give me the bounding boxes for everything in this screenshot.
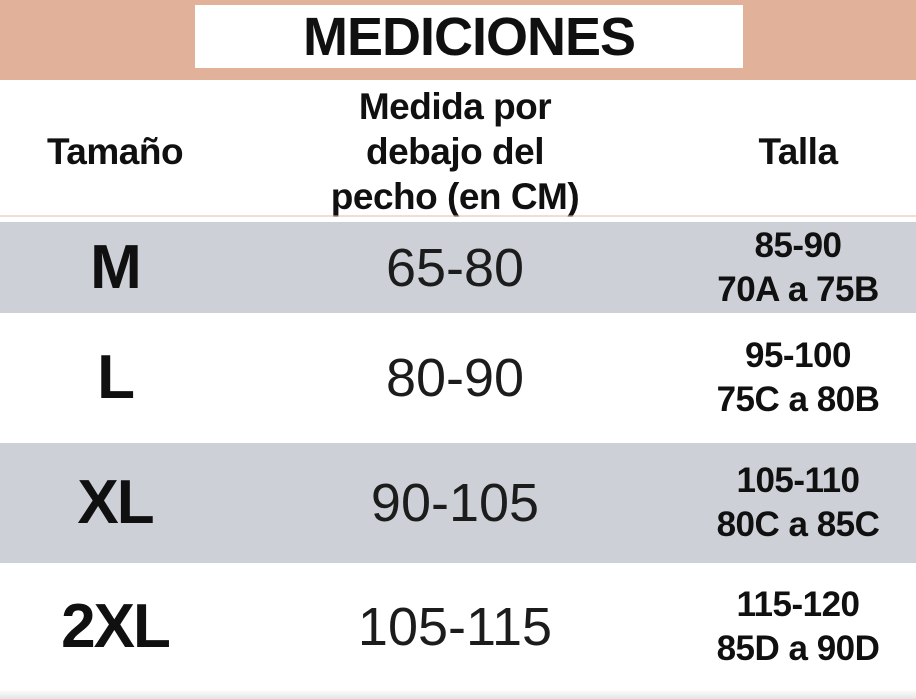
- underbust-cell: 80-90: [385, 348, 525, 408]
- talla-cups: 85D a 90D: [716, 628, 880, 668]
- banner: MEDICIONES: [0, 0, 916, 80]
- header-medida-line1: Medida por: [358, 85, 552, 127]
- talla-cups: 75C a 80B: [716, 380, 880, 419]
- header-cell-medida: Medida por debajo del pecho (en CM): [230, 84, 680, 219]
- talla-cell: 95-100 75C a 80B: [680, 334, 916, 422]
- table-row-m: M 65-80 85-90 70A a 75B: [0, 222, 916, 313]
- size-cell: L: [97, 343, 135, 412]
- underbust-cell: 105-115: [357, 596, 553, 657]
- talla-range: 105-110: [736, 461, 860, 500]
- table-row-l: L 80-90 95-100 75C a 80B: [0, 313, 916, 443]
- table-row-2xl: 2XL 105-115 115-120 85D a 90D: [0, 563, 916, 690]
- page-title: MEDICIONES: [302, 6, 636, 67]
- header-separator-line: [0, 215, 916, 217]
- size-cell: 2XL: [61, 591, 171, 661]
- title-box: MEDICIONES: [195, 5, 743, 68]
- bottom-strip: [0, 690, 916, 699]
- header-cell-tamano: Tamaño: [46, 130, 184, 172]
- header-cell-talla: Talla: [758, 130, 838, 172]
- size-cell: XL: [77, 468, 154, 537]
- talla-range: 85-90: [754, 225, 842, 265]
- size-cell: M: [90, 232, 142, 302]
- table-header-row: Tamaño Medida por debajo del pecho (en C…: [0, 80, 916, 222]
- talla-cups: 70A a 75B: [717, 269, 879, 309]
- talla-cell: 85-90 70A a 75B: [680, 224, 916, 312]
- talla-cell: 115-120 85D a 90D: [680, 583, 916, 671]
- header-medida-line2: debajo del: [366, 130, 544, 172]
- size-table: Tamaño Medida por debajo del pecho (en C…: [0, 80, 916, 690]
- table-row-xl: XL 90-105 105-110 80C a 85C: [0, 443, 916, 563]
- talla-range: 95-100: [745, 336, 851, 375]
- underbust-cell: 90-105: [370, 473, 540, 533]
- underbust-cell: 65-80: [385, 237, 525, 298]
- talla-cups: 80C a 85C: [716, 505, 880, 544]
- talla-cell: 105-110 80C a 85C: [680, 459, 916, 547]
- talla-range: 115-120: [736, 584, 860, 624]
- header-medida-line3: pecho (en CM): [330, 175, 580, 217]
